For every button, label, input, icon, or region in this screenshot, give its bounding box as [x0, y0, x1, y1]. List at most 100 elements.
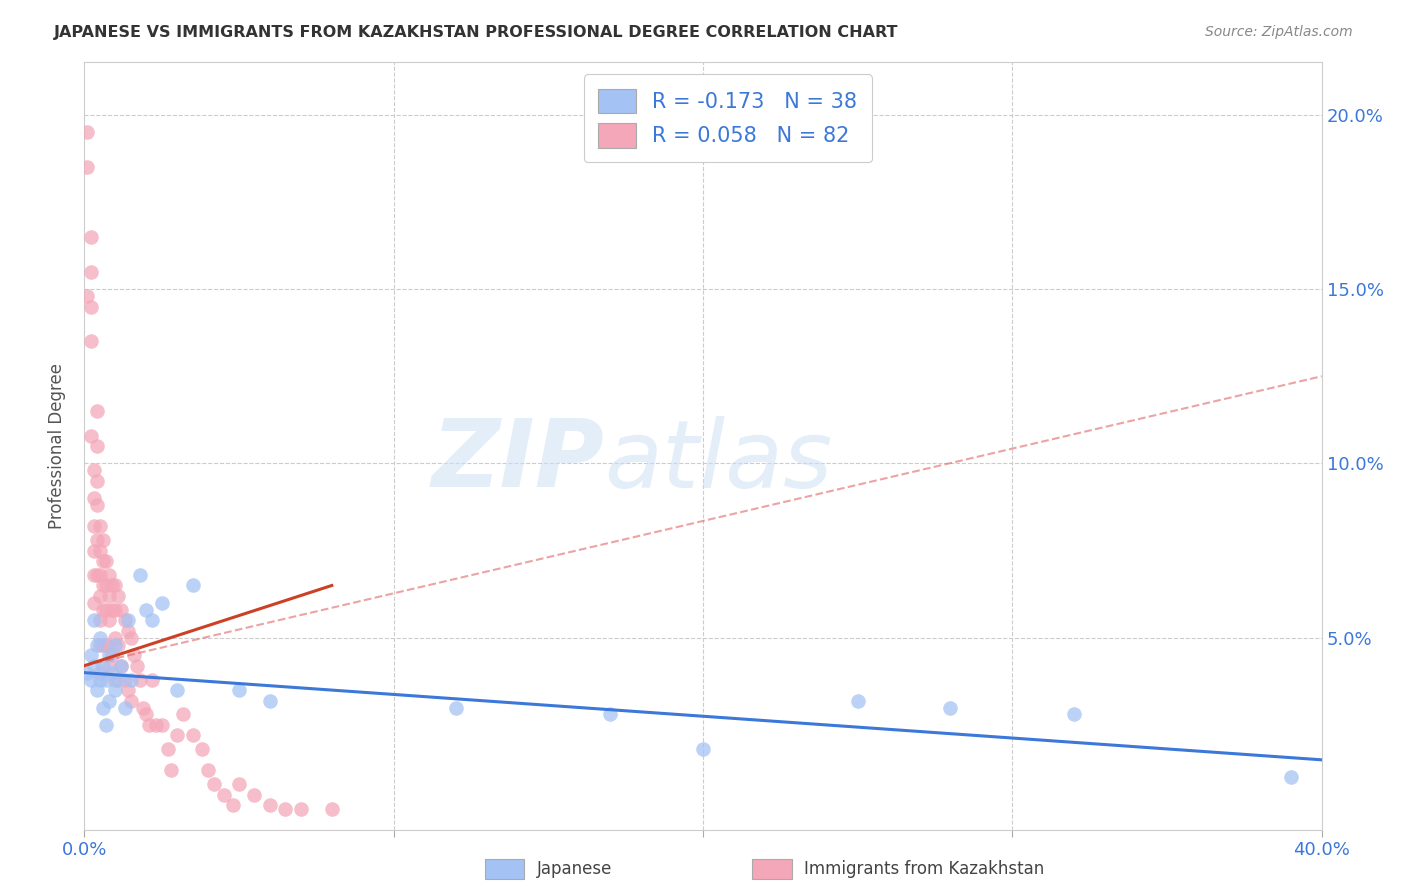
Point [138, 718, 160, 732]
Point [91, 533, 114, 548]
Point [243, 788, 266, 802]
Point [83, 519, 105, 533]
Point [86, 404, 108, 418]
Point [104, 631, 127, 645]
Point [166, 728, 188, 742]
Point [135, 603, 157, 617]
Point [1279, 770, 1302, 784]
Point [846, 693, 869, 707]
Point [141, 613, 163, 627]
Point [160, 764, 183, 778]
Point [104, 603, 127, 617]
Point [89, 673, 111, 687]
Point [101, 578, 124, 592]
Text: Immigrants from Kazakhstan: Immigrants from Kazakhstan [804, 860, 1045, 878]
Point [117, 624, 139, 638]
Point [86, 568, 108, 582]
Point [197, 764, 219, 778]
Point [101, 603, 124, 617]
Point [120, 693, 142, 707]
Point [79, 300, 101, 314]
Text: Japanese: Japanese [537, 860, 613, 878]
Point [76, 125, 98, 139]
Text: JAPANESE VS IMMIGRANTS FROM KAZAKHSTAN PROFESSIONAL DEGREE CORRELATION CHART: JAPANESE VS IMMIGRANTS FROM KAZAKHSTAN P… [53, 25, 898, 40]
Point [94, 638, 117, 652]
Point [83, 568, 105, 582]
Point [91, 638, 114, 652]
Point [98, 568, 121, 582]
Point [83, 491, 105, 506]
Point [83, 613, 105, 627]
Point [110, 658, 132, 673]
Y-axis label: Professional Degree: Professional Degree [48, 363, 66, 529]
Point [89, 519, 111, 533]
Point [129, 568, 152, 582]
Point [120, 631, 142, 645]
Point [181, 728, 204, 742]
Point [89, 589, 111, 603]
Point [172, 707, 194, 722]
Point [110, 658, 132, 673]
Point [321, 802, 343, 816]
Point [135, 707, 157, 722]
Point [89, 665, 111, 680]
Point [91, 603, 114, 617]
Point [290, 802, 312, 816]
Legend: R = -0.173   N = 38, R = 0.058   N = 82: R = -0.173 N = 38, R = 0.058 N = 82 [583, 74, 872, 162]
Point [114, 700, 136, 714]
Point [89, 568, 111, 582]
Point [1063, 707, 1085, 722]
Point [89, 613, 111, 627]
Point [94, 718, 117, 732]
Point [228, 683, 250, 698]
Point [91, 554, 114, 568]
Point [150, 596, 173, 610]
Point [98, 589, 121, 603]
Point [79, 265, 101, 279]
Point [181, 578, 204, 592]
Point [79, 428, 101, 442]
Point [83, 543, 105, 558]
Point [104, 683, 127, 698]
Point [117, 683, 139, 698]
Point [191, 742, 214, 756]
Point [104, 638, 127, 652]
Point [89, 631, 111, 645]
Point [94, 673, 117, 687]
Point [98, 613, 121, 627]
Point [101, 665, 124, 680]
Point [599, 707, 621, 722]
Point [104, 578, 127, 592]
Point [228, 777, 250, 791]
Point [141, 673, 163, 687]
Point [692, 742, 714, 756]
Point [86, 474, 108, 488]
Point [132, 700, 155, 714]
Point [259, 798, 281, 813]
Text: atlas: atlas [605, 416, 832, 507]
Point [83, 596, 105, 610]
Point [125, 658, 148, 673]
Point [117, 613, 139, 627]
Point [76, 160, 98, 174]
Point [86, 683, 108, 698]
Point [202, 777, 225, 791]
Point [104, 673, 127, 687]
Point [98, 648, 121, 663]
Point [89, 638, 111, 652]
Point [98, 693, 121, 707]
Point [114, 613, 136, 627]
Point [79, 334, 101, 349]
Point [129, 673, 152, 687]
Point [107, 589, 129, 603]
Point [110, 603, 132, 617]
Point [79, 229, 101, 244]
Point [83, 658, 105, 673]
Point [939, 700, 962, 714]
Point [86, 498, 108, 512]
Point [101, 648, 124, 663]
Point [83, 463, 105, 477]
Point [222, 798, 245, 813]
Point [86, 533, 108, 548]
Point [89, 543, 111, 558]
